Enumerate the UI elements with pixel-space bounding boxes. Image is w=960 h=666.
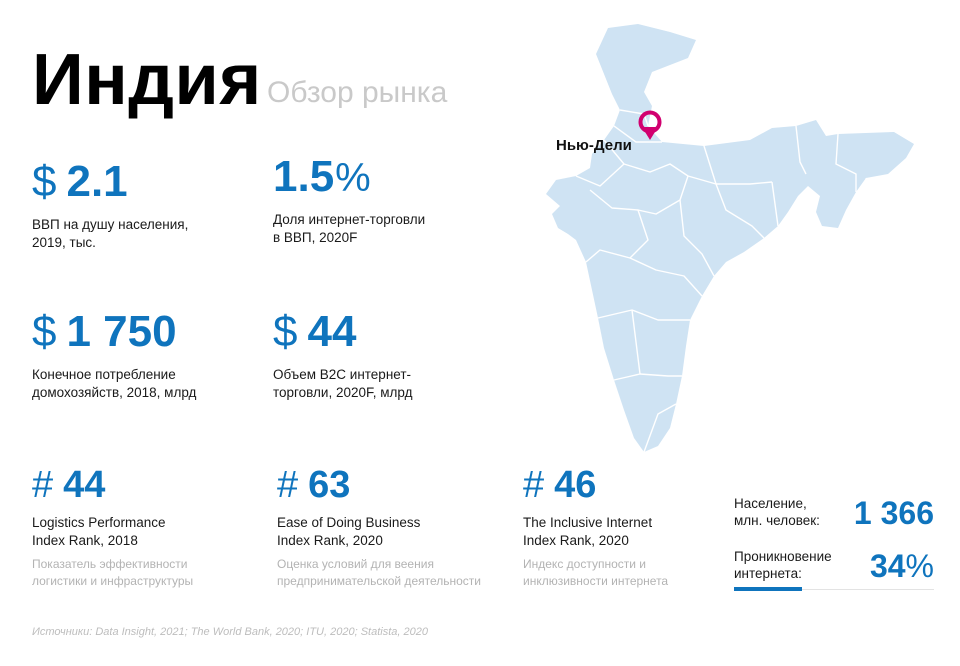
stat-value: 1.5 xyxy=(273,152,335,201)
stat-value: 1 750 xyxy=(66,307,177,356)
stat-caption: Доля интернет-торговли в ВВП, 2020F xyxy=(273,212,426,245)
rank-value: 63 xyxy=(308,464,351,506)
currency-symbol: $ xyxy=(273,307,298,356)
metric-number: 34 xyxy=(869,548,906,584)
metric-internet-penetration: Проникновение интернета: 34% xyxy=(734,548,934,588)
stat-gdp-per-capita: $ 2.1 ВВП на душу населения, 2019, тыс. xyxy=(32,160,188,252)
metric-value: 34% xyxy=(870,550,934,582)
stat-caption: Объем B2C интернет- торговли, 2020F, млр… xyxy=(273,367,413,400)
currency-symbol: $ xyxy=(32,307,57,356)
rank-note: Оценка условий для веения предпринимател… xyxy=(277,557,481,588)
currency-symbol: $ xyxy=(32,157,57,206)
state-borders xyxy=(575,105,873,453)
percent-symbol: % xyxy=(335,156,371,200)
india-map xyxy=(546,24,914,453)
hash-symbol: # xyxy=(277,464,299,506)
page-subtitle: Обзор рынка xyxy=(267,76,448,109)
metric-label: Население, млн. человек: xyxy=(734,496,820,528)
metric-population: Население, млн. человек: 1 366 xyxy=(734,495,934,535)
sources-footnote: Источники: Data Insight, 2021; The World… xyxy=(32,626,428,638)
rank-caption: Logistics Performance Index Rank, 2018 xyxy=(32,515,166,548)
page-title: Индия xyxy=(32,40,262,120)
percent-symbol: % xyxy=(905,548,934,584)
stat-household-consumption: $ 1 750 Конечное потребление домохозяйст… xyxy=(32,310,196,402)
stat-value: 2.1 xyxy=(66,157,128,206)
penetration-bar-fill xyxy=(734,587,802,591)
rank-doing-business: # 63 Ease of Doing Business Index Rank, … xyxy=(277,466,481,590)
stat-b2c-volume: $ 44 Объем B2C интернет- торговли, 2020F… xyxy=(273,310,412,402)
rank-caption: Ease of Doing Business Index Rank, 2020 xyxy=(277,515,421,548)
map-pin-tip xyxy=(642,127,658,140)
city-label: Нью-Дели xyxy=(556,137,632,154)
rank-inclusive-internet: # 46 The Inclusive Internet Index Rank, … xyxy=(523,466,668,590)
stat-ecommerce-share: 1.5 % Доля интернет-торговли в ВВП, 2020… xyxy=(273,155,425,247)
rank-caption: The Inclusive Internet Index Rank, 2020 xyxy=(523,515,653,548)
penetration-track xyxy=(734,589,934,590)
metric-label: Проникновение интернета: xyxy=(734,549,832,581)
rank-value: 46 xyxy=(554,464,597,506)
map-pin-icon xyxy=(638,110,662,140)
stat-value: 44 xyxy=(307,307,357,356)
rank-logistics: # 44 Logistics Performance Index Rank, 2… xyxy=(32,466,193,590)
india-map-shape xyxy=(546,24,914,452)
hash-symbol: # xyxy=(523,464,545,506)
stat-caption: ВВП на душу населения, 2019, тыс. xyxy=(32,217,189,250)
rank-value: 44 xyxy=(63,464,106,506)
rank-note: Показатель эффективности логистики и инф… xyxy=(32,557,194,588)
stat-caption: Конечное потребление домохозяйств, 2018,… xyxy=(32,367,197,400)
hash-symbol: # xyxy=(32,464,54,506)
metric-value: 1 366 xyxy=(853,495,934,531)
rank-note: Индекс доступности и инклюзивности интер… xyxy=(523,557,669,588)
